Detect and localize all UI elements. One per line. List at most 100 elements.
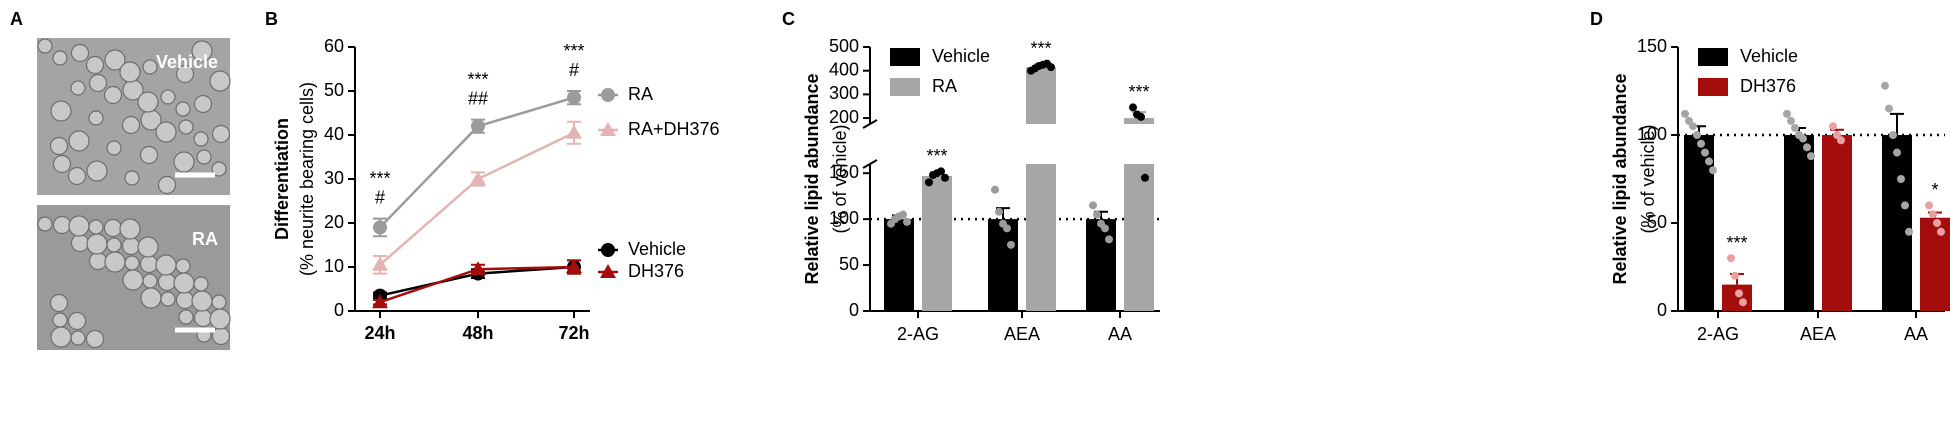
bar xyxy=(1882,135,1912,311)
data-point xyxy=(1807,152,1815,161)
legend-label: RA xyxy=(628,84,653,104)
data-point xyxy=(1803,143,1811,152)
image-label: RA xyxy=(192,229,218,249)
cell xyxy=(211,124,231,144)
cell xyxy=(193,131,209,147)
cell xyxy=(85,329,105,349)
cell xyxy=(50,100,72,122)
cell xyxy=(50,326,72,348)
data-point xyxy=(373,220,387,235)
data-point xyxy=(1681,109,1689,118)
cell xyxy=(88,73,108,93)
x-tick-label: 24h xyxy=(364,323,395,343)
data-point xyxy=(1901,201,1909,210)
bar xyxy=(884,219,914,311)
cell xyxy=(160,89,176,105)
cell xyxy=(88,110,104,126)
y-axis-sublabel: (% of vehicle) xyxy=(830,124,850,233)
cell xyxy=(155,254,177,276)
data-point xyxy=(1047,63,1055,72)
cell xyxy=(160,291,176,307)
legend-marker xyxy=(601,88,615,102)
cell xyxy=(88,251,108,271)
legend-marker xyxy=(600,122,616,136)
y-tick-label: 40 xyxy=(324,124,344,144)
data-point xyxy=(1905,227,1913,236)
data-point xyxy=(1093,210,1101,219)
data-point xyxy=(1837,136,1845,145)
cell xyxy=(37,38,53,54)
data-point xyxy=(1791,123,1799,132)
data-point xyxy=(1697,139,1705,148)
legend-label: Vehicle xyxy=(1740,46,1798,66)
cell xyxy=(52,312,68,328)
bar xyxy=(1026,164,1056,311)
cell xyxy=(173,272,195,294)
data-point xyxy=(1897,175,1905,183)
x-tick-label: AA xyxy=(1904,324,1928,344)
legend-label: DH376 xyxy=(628,261,684,281)
cell xyxy=(211,326,231,346)
annotation: *** xyxy=(563,41,584,61)
legend-swatch xyxy=(1698,48,1728,66)
cell xyxy=(142,59,158,75)
data-point xyxy=(1693,131,1701,139)
data-point xyxy=(566,124,582,139)
cell xyxy=(103,218,123,238)
y-tick-label: 20 xyxy=(324,212,344,232)
cell xyxy=(88,219,104,235)
y-tick-label: 500 xyxy=(829,36,859,56)
y-tick-label: 50 xyxy=(324,80,344,100)
annotation: *** xyxy=(1030,38,1051,58)
legend-marker xyxy=(600,264,616,278)
cell xyxy=(124,255,140,271)
annotation: * xyxy=(1931,180,1938,200)
bar xyxy=(922,175,952,311)
cell xyxy=(191,40,213,62)
legend-label: RA+DH376 xyxy=(628,119,720,139)
y-axis-label: Relative lipid abundance xyxy=(802,73,822,284)
cell xyxy=(121,115,141,135)
data-point xyxy=(1705,157,1713,166)
series-line xyxy=(379,96,575,229)
data-point xyxy=(1787,116,1795,125)
cell xyxy=(103,85,123,105)
data-point xyxy=(1141,173,1149,182)
annotation: *** xyxy=(369,168,390,188)
y-tick-label: 300 xyxy=(829,83,859,103)
cell xyxy=(70,233,90,253)
data-point xyxy=(470,171,486,185)
data-point xyxy=(1003,224,1011,233)
data-point xyxy=(1829,122,1837,131)
data-point xyxy=(1089,201,1097,210)
panel-label: B xyxy=(265,9,278,29)
legend-label: DH376 xyxy=(1740,76,1796,96)
image-label: Vehicle xyxy=(156,52,218,72)
data-point xyxy=(1783,109,1791,118)
cell xyxy=(193,276,209,292)
bar xyxy=(1822,135,1852,311)
cell xyxy=(37,216,53,232)
bar xyxy=(1124,164,1154,311)
data-point xyxy=(372,294,388,309)
cell xyxy=(52,154,72,174)
cell xyxy=(68,215,90,237)
y-tick-label: 10 xyxy=(324,256,344,276)
y-tick-label: 0 xyxy=(334,300,344,320)
cell xyxy=(178,309,194,325)
cell xyxy=(175,64,195,84)
cell xyxy=(209,70,231,92)
y-tick-label: 30 xyxy=(324,168,344,188)
y-tick-label: 150 xyxy=(829,162,859,182)
y-tick-label: 50 xyxy=(1647,212,1667,232)
data-point xyxy=(471,119,485,134)
annotation: *** xyxy=(467,69,488,89)
data-point xyxy=(1889,131,1897,139)
cell xyxy=(196,149,212,165)
annotation: *** xyxy=(926,146,947,166)
cell xyxy=(175,290,195,310)
annotation: # xyxy=(569,60,579,80)
y-tick-label: 150 xyxy=(1637,36,1667,56)
cell xyxy=(104,49,126,71)
